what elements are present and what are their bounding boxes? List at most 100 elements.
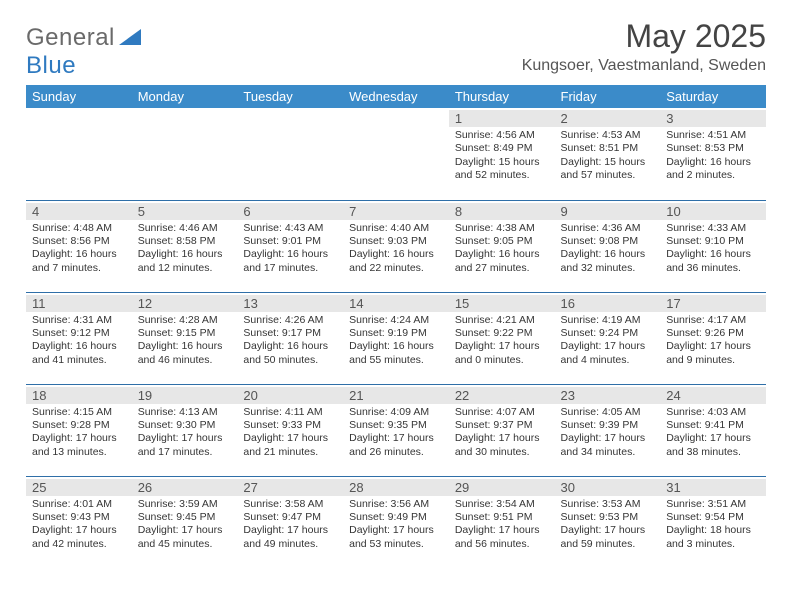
calendar-week-row: 11Sunrise: 4:31 AMSunset: 9:12 PMDayligh… xyxy=(26,292,766,384)
calendar-day-cell: 22 Sunrise: 4:07 AMSunset: 9:37 PMDayligh… xyxy=(449,384,555,476)
day-info: Sunrise: 4:26 AMSunset: 9:17 PMDaylight:… xyxy=(243,314,337,368)
day-number: 10 xyxy=(660,203,766,220)
calendar-day-cell: 24Sunrise: 4:03 AMSunset: 9:41 PMDayligh… xyxy=(660,384,766,476)
calendar-day-cell: 1 Sunrise: 4:56 AMSunset: 8:49 PMDaylight… xyxy=(449,108,555,200)
calendar-day-cell: 9Sunrise: 4:36 AMSunset: 9:08 PMDaylight… xyxy=(555,200,661,292)
day-info: Sunrise: 4:48 AMSunset: 8:56 PMDaylight:… xyxy=(32,222,126,276)
calendar-day-cell: 10 Sunrise: 4:33 AMSunset: 9:10 PMDayligh… xyxy=(660,200,766,292)
calendar-day-cell: 6 Sunrise: 4:43 AMSunset: 9:01 PMDaylight… xyxy=(237,200,343,292)
calendar-day-cell: 2Sunrise: 4:53 AMSunset: 8:51 PMDaylight… xyxy=(555,108,661,200)
day-info: Sunrise: 4:43 AMSunset: 9:01 PMDaylight:… xyxy=(243,222,337,276)
day-number: 18 xyxy=(26,387,132,404)
brand-text: General Blue xyxy=(26,24,141,80)
calendar-day-cell: 26 Sunrise: 3:59 AMSunset: 9:45 PMDayligh… xyxy=(132,476,238,568)
day-info: Sunrise: 3:58 AMSunset: 9:47 PMDaylight:… xyxy=(243,498,337,552)
calendar-day-cell: 25Sunrise: 4:01 AMSunset: 9:43 PMDayligh… xyxy=(26,476,132,568)
day-info: Sunrise: 4:05 AMSunset: 9:39 PMDaylight:… xyxy=(561,406,655,460)
day-info: Sunrise: 4:24 AMSunset: 9:19 PMDaylight:… xyxy=(349,314,443,368)
day-number: 13 xyxy=(237,295,343,312)
calendar-day-cell: 15 Sunrise: 4:21 AMSunset: 9:22 PMDayligh… xyxy=(449,292,555,384)
weekday-header: Tuesday xyxy=(237,85,343,108)
header: General Blue May 2025 Kungsoer, Vaestman… xyxy=(26,18,766,81)
title-block: May 2025 Kungsoer, Vaestmanland, Sweden xyxy=(522,18,766,81)
calendar-day-cell: 13 Sunrise: 4:26 AMSunset: 9:17 PMDayligh… xyxy=(237,292,343,384)
day-number: 26 xyxy=(132,479,238,496)
day-number: 23 xyxy=(555,387,661,404)
day-info: Sunrise: 4:19 AMSunset: 9:24 PMDaylight:… xyxy=(561,314,655,368)
day-number: 6 xyxy=(237,203,343,220)
day-number: 5 xyxy=(132,203,238,220)
day-info: Sunrise: 4:07 AMSunset: 9:37 PMDaylight:… xyxy=(455,406,549,460)
weekday-header: Friday xyxy=(555,85,661,108)
calendar-week-row: 18 Sunrise: 4:15 AMSunset: 9:28 PMDayligh… xyxy=(26,384,766,476)
calendar-day-cell: 19 Sunrise: 4:13 AMSunset: 9:30 PMDayligh… xyxy=(132,384,238,476)
day-number: 22 xyxy=(449,387,555,404)
brand-triangle-icon xyxy=(119,29,141,45)
day-number: 16 xyxy=(555,295,661,312)
day-info: Sunrise: 4:01 AMSunset: 9:43 PMDaylight:… xyxy=(32,498,126,552)
calendar-day-cell: 14 Sunrise: 4:24 AMSunset: 9:19 PMDayligh… xyxy=(343,292,449,384)
day-number: 12 xyxy=(132,295,238,312)
day-info: Sunrise: 4:13 AMSunset: 9:30 PMDaylight:… xyxy=(138,406,232,460)
day-number: 24 xyxy=(660,387,766,404)
day-number: 31 xyxy=(660,479,766,496)
calendar-day-cell: 21Sunrise: 4:09 AMSunset: 9:35 PMDayligh… xyxy=(343,384,449,476)
calendar-day-cell: .. xyxy=(343,108,449,200)
calendar-day-cell: 28 Sunrise: 3:56 AMSunset: 9:49 PMDayligh… xyxy=(343,476,449,568)
day-number: 3 xyxy=(660,110,766,127)
day-number: 29 xyxy=(449,479,555,496)
location: Kungsoer, Vaestmanland, Sweden xyxy=(522,57,766,75)
day-number: 2 xyxy=(555,110,661,127)
day-info: Sunrise: 3:56 AMSunset: 9:49 PMDaylight:… xyxy=(349,498,443,552)
calendar-page: General Blue May 2025 Kungsoer, Vaestman… xyxy=(0,0,792,588)
day-info: Sunrise: 4:36 AMSunset: 9:08 PMDaylight:… xyxy=(561,222,655,276)
day-number: 28 xyxy=(343,479,449,496)
day-number: 19 xyxy=(132,387,238,404)
brand-logo: General Blue xyxy=(26,24,141,80)
calendar-day-cell: 18 Sunrise: 4:15 AMSunset: 9:28 PMDayligh… xyxy=(26,384,132,476)
day-info: Sunrise: 4:15 AMSunset: 9:28 PMDaylight:… xyxy=(32,406,126,460)
day-info: Sunrise: 4:56 AMSunset: 8:49 PMDaylight:… xyxy=(455,129,549,183)
calendar-day-cell: 30 Sunrise: 3:53 AMSunset: 9:53 PMDayligh… xyxy=(555,476,661,568)
weekday-header: Monday xyxy=(132,85,238,108)
day-info: Sunrise: 4:38 AMSunset: 9:05 PMDaylight:… xyxy=(455,222,549,276)
calendar-day-cell: 17Sunrise: 4:17 AMSunset: 9:26 PMDayligh… xyxy=(660,292,766,384)
calendar-day-cell: 11Sunrise: 4:31 AMSunset: 9:12 PMDayligh… xyxy=(26,292,132,384)
day-info: Sunrise: 4:21 AMSunset: 9:22 PMDaylight:… xyxy=(455,314,549,368)
day-number: 8 xyxy=(449,203,555,220)
day-info: Sunrise: 4:51 AMSunset: 8:53 PMDaylight:… xyxy=(666,129,760,183)
month-title: May 2025 xyxy=(522,18,766,55)
day-info: Sunrise: 3:59 AMSunset: 9:45 PMDaylight:… xyxy=(138,498,232,552)
day-info: Sunrise: 4:17 AMSunset: 9:26 PMDaylight:… xyxy=(666,314,760,368)
day-number: 4 xyxy=(26,203,132,220)
day-info: Sunrise: 4:28 AMSunset: 9:15 PMDaylight:… xyxy=(138,314,232,368)
day-info: Sunrise: 4:33 AMSunset: 9:10 PMDaylight:… xyxy=(666,222,760,276)
calendar-week-row: 4 Sunrise: 4:48 AMSunset: 8:56 PMDaylight… xyxy=(26,200,766,292)
calendar-day-cell: .. xyxy=(26,108,132,200)
calendar-day-cell: 3 Sunrise: 4:51 AMSunset: 8:53 PMDaylight… xyxy=(660,108,766,200)
calendar-day-cell: .. xyxy=(237,108,343,200)
day-number: 1 xyxy=(449,110,555,127)
weekday-header: Wednesday xyxy=(343,85,449,108)
calendar-day-cell: 16 Sunrise: 4:19 AMSunset: 9:24 PMDayligh… xyxy=(555,292,661,384)
calendar-day-cell: 29Sunrise: 3:54 AMSunset: 9:51 PMDayligh… xyxy=(449,476,555,568)
brand-part2: Blue xyxy=(26,52,76,79)
calendar-day-cell: 20Sunrise: 4:11 AMSunset: 9:33 PMDayligh… xyxy=(237,384,343,476)
calendar-week-row: 25Sunrise: 4:01 AMSunset: 9:43 PMDayligh… xyxy=(26,476,766,568)
weekday-header: Thursday xyxy=(449,85,555,108)
calendar-body: ........1Sunrise: 4:56 AMSunset: 8:49 PM… xyxy=(26,108,766,568)
weekday-header: Saturday xyxy=(660,85,766,108)
calendar-day-cell: 23 Sunrise: 4:05 AMSunset: 9:39 PMDayligh… xyxy=(555,384,661,476)
calendar-day-cell: 8 Sunrise: 4:38 AMSunset: 9:05 PMDaylight… xyxy=(449,200,555,292)
day-number: 14 xyxy=(343,295,449,312)
day-number: 27 xyxy=(237,479,343,496)
day-number: 30 xyxy=(555,479,661,496)
calendar-day-cell: 7Sunrise: 4:40 AMSunset: 9:03 PMDaylight… xyxy=(343,200,449,292)
day-number: 15 xyxy=(449,295,555,312)
calendar-header-row: SundayMondayTuesdayWednesdayThursdayFrid… xyxy=(26,85,766,108)
calendar-day-cell: 12 Sunrise: 4:28 AMSunset: 9:15 PMDayligh… xyxy=(132,292,238,384)
day-info: Sunrise: 4:09 AMSunset: 9:35 PMDaylight:… xyxy=(349,406,443,460)
calendar-week-row: ........1Sunrise: 4:56 AMSunset: 8:49 PM… xyxy=(26,108,766,200)
day-info: Sunrise: 3:53 AMSunset: 9:53 PMDaylight:… xyxy=(561,498,655,552)
day-info: Sunrise: 4:11 AMSunset: 9:33 PMDaylight:… xyxy=(243,406,337,460)
